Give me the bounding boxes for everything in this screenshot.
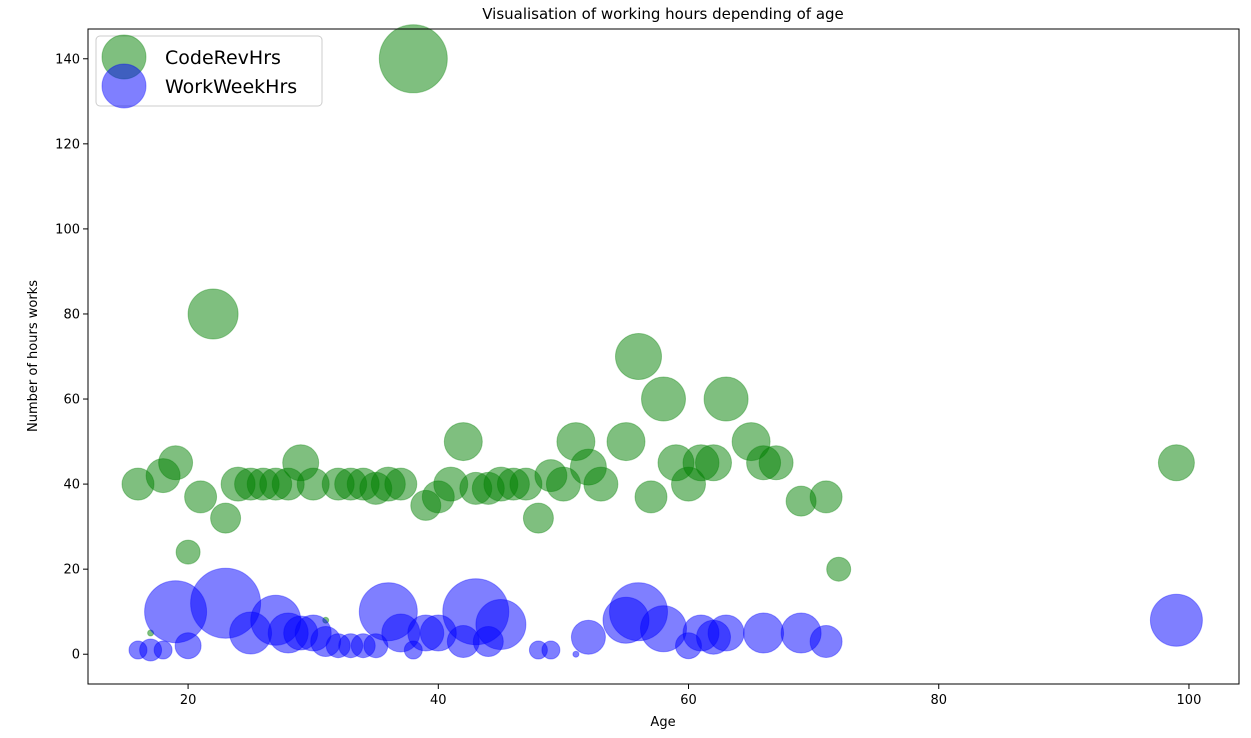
point-coderevhrs-3 <box>175 539 201 565</box>
point-coderevhrs-20 <box>384 467 418 501</box>
chart-title: Visualisation of working hours depending… <box>482 5 844 23</box>
x-tick-label: 20 <box>180 693 197 708</box>
x-tick-label: 60 <box>680 693 697 708</box>
y-tick-label: 100 <box>55 222 80 237</box>
x-tick-label: 80 <box>930 693 947 708</box>
point-coderevhrs-47 <box>758 445 794 481</box>
point-coderevhrs-43 <box>695 444 732 482</box>
point-coderevhrs-37 <box>615 333 662 380</box>
point-coderevhrs-24 <box>443 422 483 462</box>
point-workweekhrs-4 <box>174 632 202 660</box>
point-workweekhrs-28 <box>570 619 606 655</box>
point-workweekhrs-36 <box>743 612 785 654</box>
legend: CodeRevHrs WorkWeekHrs <box>95 34 323 109</box>
point-workweekhrs-38 <box>809 625 843 658</box>
point-coderevhrs-4 <box>184 480 218 514</box>
plot-frame <box>87 28 1240 685</box>
point-workweekhrs-27 <box>572 650 580 658</box>
x-tick-label: 100 <box>1177 693 1202 708</box>
y-tick-label: 0 <box>72 648 80 663</box>
y-tick-label: 140 <box>55 52 80 67</box>
point-coderevhrs-30 <box>522 502 554 534</box>
legend-marker-workweekhrs <box>101 63 147 109</box>
point-workweekhrs-2 <box>153 640 173 660</box>
ticks-layer: 20 40 60 80 100 0 20 40 60 80 100 120 140 <box>55 52 1201 708</box>
point-coderevhrs-2 <box>158 445 194 481</box>
point-coderevhrs-50 <box>826 556 852 582</box>
legend-label-coderevhrs: CodeRevHrs <box>165 47 281 69</box>
point-coderevhrs-52 <box>378 24 448 94</box>
point-coderevhrs-39 <box>641 376 686 422</box>
y-tick-label: 40 <box>63 478 80 493</box>
point-coderevhrs-5 <box>187 288 239 340</box>
y-tick-label: 120 <box>55 137 80 152</box>
legend-label-workweekhrs: WorkWeekHrs <box>165 76 297 98</box>
point-workweekhrs-35 <box>707 614 745 652</box>
point-coderevhrs-44 <box>703 376 749 422</box>
point-workweekhrs-26 <box>541 640 561 660</box>
point-coderevhrs-32 <box>545 466 581 502</box>
point-coderevhrs-38 <box>634 480 668 514</box>
x-axis-label: Age <box>650 715 675 730</box>
x-tick-label: 40 <box>430 693 447 708</box>
y-axis-label: Number of hours works <box>26 280 41 432</box>
y-tick-label: 20 <box>63 563 80 578</box>
point-coderevhrs-51 <box>1157 444 1195 482</box>
point-workweekhrs-39 <box>1149 593 1203 647</box>
point-coderevhrs-49 <box>809 480 843 514</box>
point-coderevhrs-36 <box>606 422 646 462</box>
point-workweekhrs-24 <box>475 599 527 650</box>
points-layer <box>121 24 1203 662</box>
y-tick-label: 80 <box>63 307 80 322</box>
point-coderevhrs-35 <box>583 466 619 502</box>
y-tick-label: 60 <box>63 393 80 408</box>
point-coderevhrs-6 <box>210 502 242 534</box>
legend-box <box>95 35 323 107</box>
